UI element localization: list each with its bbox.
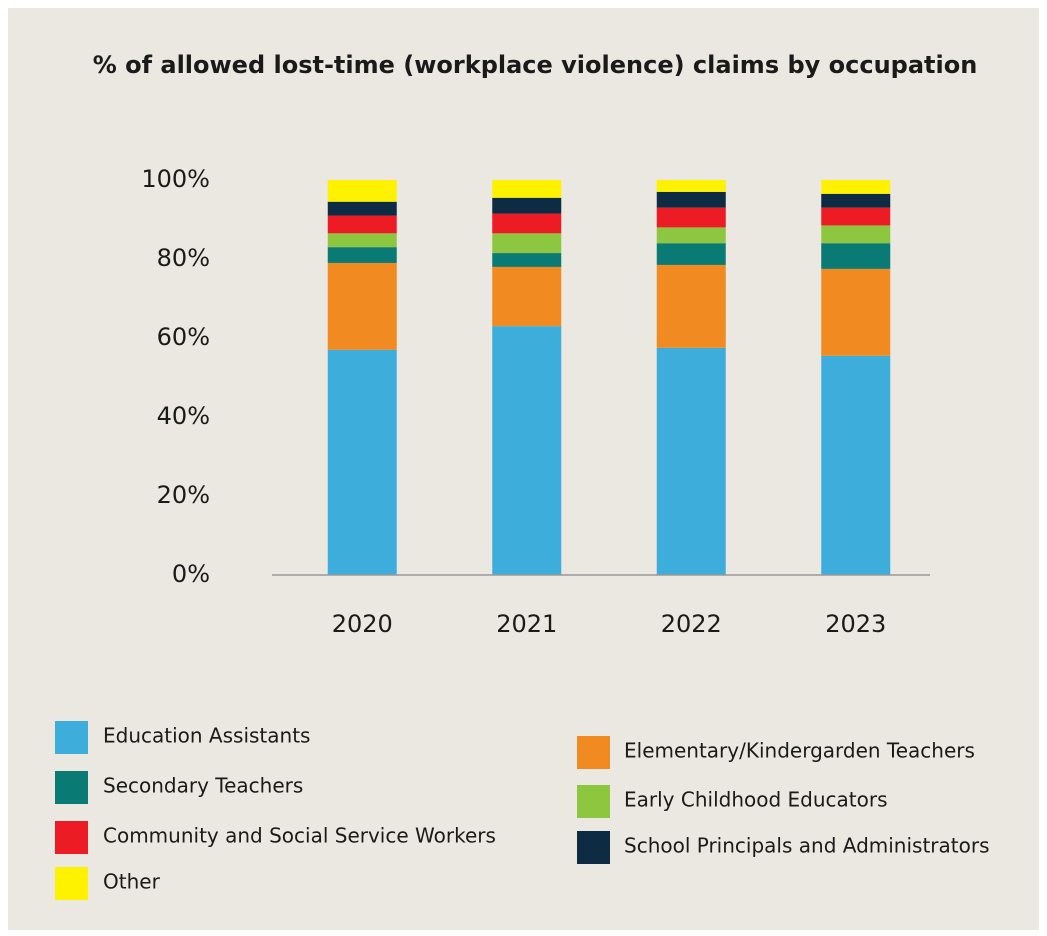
- bar-segment: [327, 233, 397, 248]
- bar-segment: [656, 191, 726, 208]
- bar-segment: [327, 262, 397, 350]
- bar-segment: [821, 180, 891, 194]
- x-tick-label: 2020: [332, 610, 393, 638]
- legend-swatch: [577, 785, 610, 818]
- legend-swatch: [55, 867, 88, 900]
- y-tick-label: 40%: [157, 402, 210, 430]
- bar-segment: [821, 193, 891, 208]
- bar-segment: [492, 326, 562, 575]
- bar-segment: [327, 180, 397, 202]
- legend-swatch: [55, 821, 88, 854]
- bar-segment: [492, 213, 562, 234]
- legend-label: Education Assistants: [103, 724, 310, 748]
- bar-segment: [821, 225, 891, 244]
- bar-segment: [656, 227, 726, 244]
- legend-swatch: [577, 736, 610, 769]
- bar-segment: [821, 207, 891, 226]
- legend-swatch: [55, 771, 88, 804]
- y-tick-label: 80%: [157, 244, 210, 272]
- bar-segment: [492, 266, 562, 327]
- y-tick-label: 20%: [157, 481, 210, 509]
- legend-swatch: [577, 831, 610, 864]
- legend-swatch: [55, 721, 88, 754]
- bar-segment: [327, 201, 397, 216]
- bar-segment: [656, 264, 726, 348]
- legend-label: Community and Social Service Workers: [103, 824, 496, 848]
- bar-segment: [327, 247, 397, 263]
- legend-label: Elementary/Kindergarden Teachers: [624, 739, 975, 763]
- bar-segment: [821, 243, 891, 269]
- bar-segment: [656, 347, 726, 575]
- legend-label: Secondary Teachers: [103, 774, 303, 798]
- legend-label: Other: [103, 870, 161, 894]
- legend-label: Early Childhood Educators: [624, 788, 888, 812]
- bar-segment: [492, 197, 562, 214]
- bar-segment: [492, 180, 562, 198]
- bar-segment: [821, 268, 891, 356]
- bar-segment: [656, 243, 726, 265]
- bar-segment: [492, 233, 562, 254]
- bar-segment: [656, 207, 726, 228]
- x-tick-label: 2023: [825, 610, 886, 638]
- y-tick-label: 0%: [172, 560, 210, 588]
- x-tick-label: 2022: [661, 610, 722, 638]
- bar-segment: [327, 349, 397, 575]
- y-tick-label: 100%: [141, 165, 210, 193]
- bar-segment: [656, 180, 726, 192]
- bar-segment: [821, 355, 891, 575]
- x-tick-label: 2021: [496, 610, 557, 638]
- chart-title: % of allowed lost-time (workplace violen…: [93, 51, 978, 79]
- y-tick-label: 60%: [157, 323, 210, 351]
- legend-label: School Principals and Administrators: [624, 834, 990, 858]
- bar-segment: [327, 215, 397, 234]
- bar-segment: [492, 253, 562, 267]
